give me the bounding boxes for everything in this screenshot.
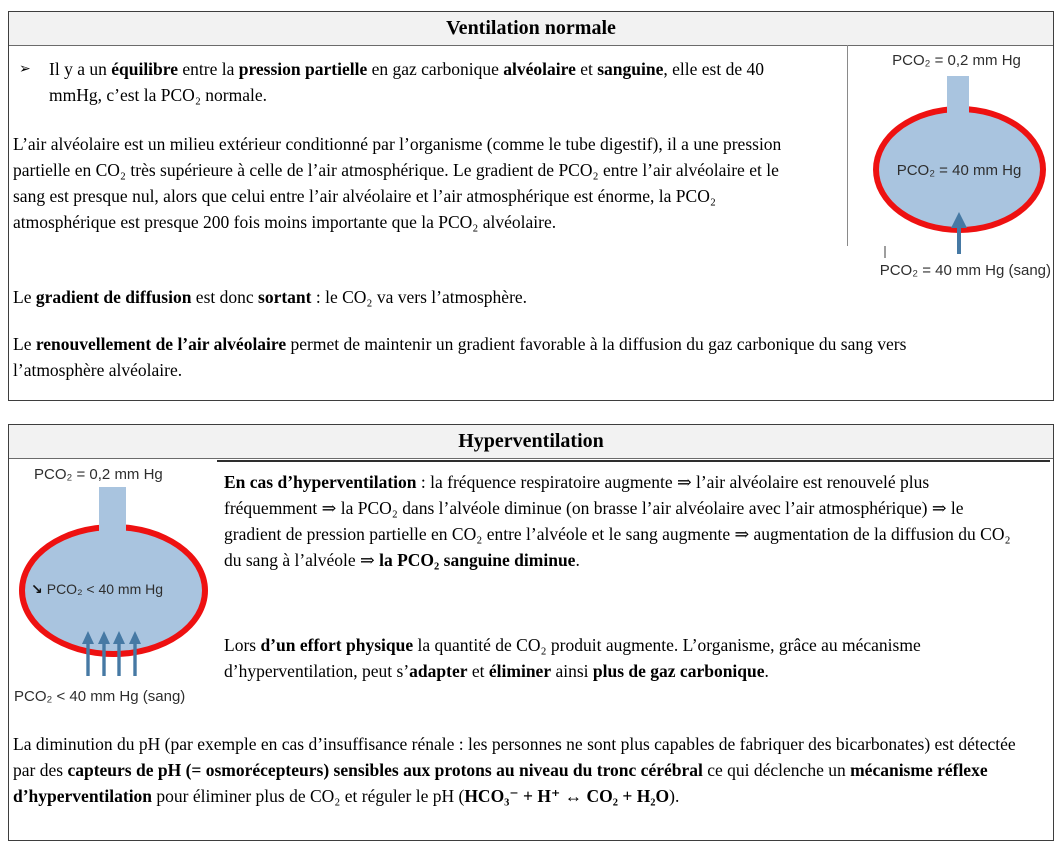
- text-cell-border: [217, 460, 1050, 462]
- paragraph-diminution-ph: La diminution du pH (par exemple en cas …: [13, 734, 1016, 806]
- airway-tube: [99, 487, 126, 549]
- hyperventilation-box: Hyperventilation PCO₂ = 0,2 mm Hg ↘ PCO₂ …: [8, 424, 1054, 841]
- box-title-hyperventilation: Hyperventilation: [9, 425, 1053, 459]
- co2-up-arrow-icon: [113, 631, 125, 676]
- paragraph-equilibre: Il y a un équilibre entre la pression pa…: [49, 59, 764, 105]
- pco2-alveolar-air-label: PCO₂ = 0,2 mm Hg: [892, 52, 1021, 69]
- paragraph-renouvellement: Le renouvellement de l’air alvéolaire pe…: [13, 334, 907, 380]
- pco2-alveolus-label: PCO₂ = 40 mm Hg: [896, 162, 1022, 179]
- pco2-alveolar-air-label: PCO₂ = 0,2 mm Hg: [34, 466, 163, 483]
- paragraph-air-alveolaire: L’air alvéolaire est un milieu extérieur…: [13, 134, 782, 232]
- decrease-arrow-icon: ↘: [31, 582, 43, 598]
- ventilation-normale-box: Ventilation normale ➢ Il y a un équilibr…: [8, 11, 1054, 401]
- pco2-blood-label: PCO₂ < 40 mm Hg (sang): [14, 688, 186, 705]
- co2-up-arrow-icon: [951, 212, 967, 254]
- paragraph-hyperventilation: En cas d’hyperventilation : la fréquence…: [224, 472, 1011, 570]
- diagram-cell-border: [847, 45, 848, 246]
- paragraph-gradient-diffusion: Le gradient de diffusion est donc sortan…: [13, 287, 528, 307]
- co2-up-arrow-icon: [98, 631, 110, 676]
- tick-mark: [884, 246, 886, 258]
- pco2-alveolus-label: ↘ PCO₂ < 40 mm Hg: [31, 581, 207, 598]
- paragraph-effort-physique: Lors d’un effort physique la quantité de…: [224, 635, 921, 681]
- box-title-ventilation-normale: Ventilation normale: [9, 12, 1053, 46]
- pco2-blood-label: PCO₂ = 40 mm Hg (sang): [879, 262, 1051, 279]
- airway-tube: [947, 76, 969, 134]
- co2-up-arrow-icon: [82, 631, 94, 676]
- co2-up-arrow-icon: [129, 631, 141, 676]
- pco2-alveolus-label-text: PCO₂ < 40 mm Hg: [46, 581, 164, 597]
- list-bullet-icon: ➢: [19, 61, 31, 77]
